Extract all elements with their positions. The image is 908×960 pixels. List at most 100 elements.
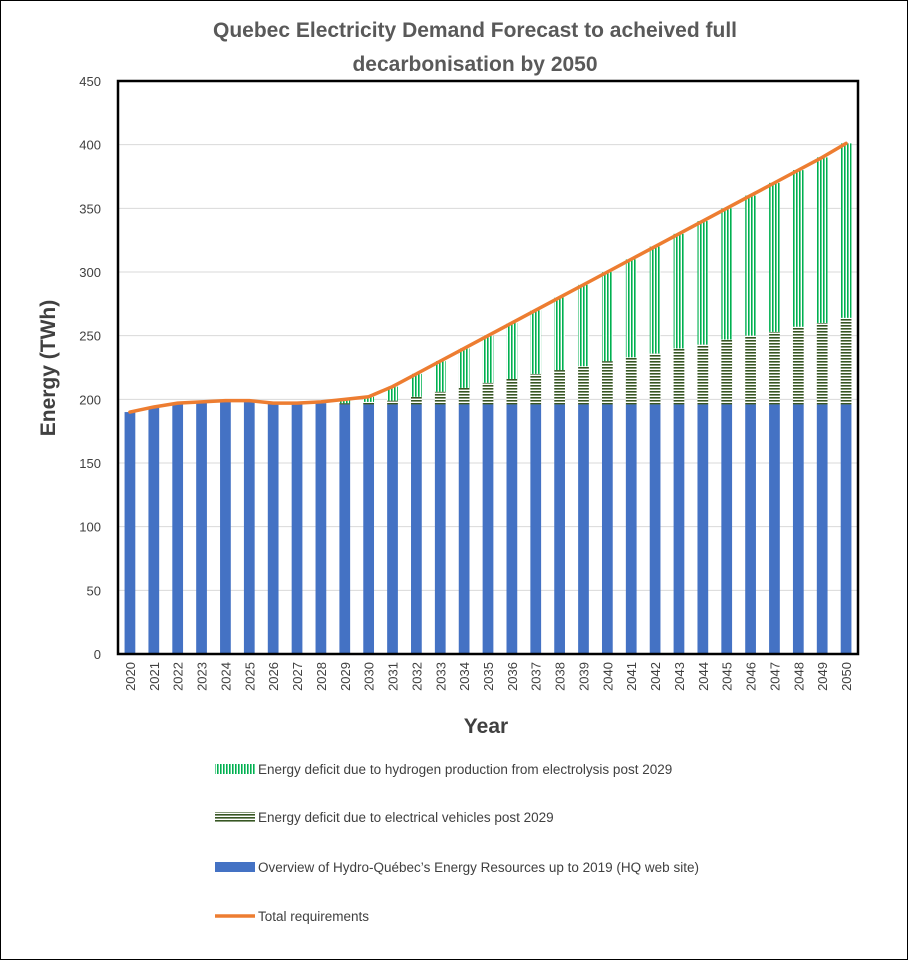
bar-2035-series-1 [482,382,494,405]
bar-2032-series-1 [411,396,422,405]
x-tick-2023: 2023 [195,662,210,691]
x-tick-2035: 2035 [481,662,496,691]
y-tick-labels: 0 50 100 150 200 250 300 350 400 450 [79,74,101,662]
bar-2049-series-2 [816,157,828,323]
bar-2028-series-0 [315,403,327,654]
bar-2046-series-0 [745,404,756,654]
x-tick-2028: 2028 [314,662,329,691]
bar-2033-series-1 [434,391,446,405]
y-tick-200: 200 [79,392,101,407]
bar-2050-series-0 [840,404,852,654]
y-tick-400: 400 [79,138,101,153]
bar-2026-series-0 [267,403,279,654]
x-tick-2040: 2040 [600,662,615,691]
bar-2033-series-2 [434,361,446,392]
x-tick-2031: 2031 [386,662,401,691]
y-tick-50: 50 [87,583,101,598]
legend-swatch-0 [215,862,255,872]
chart-title-line-1: Quebec Electricity Demand Forecast to ac… [213,19,737,42]
bar-2036-series-2 [506,322,518,379]
bar-2036-series-1 [506,378,518,405]
bar-2035-series-0 [482,404,494,654]
x-tick-2033: 2033 [433,662,448,691]
bar-2049-series-0 [816,404,828,654]
x-tick-2029: 2029 [338,662,353,691]
x-tick-2050: 2050 [839,662,854,691]
bar-2042-series-1 [649,353,661,405]
bar-2044-series-2 [697,221,709,345]
bar-2032-series-0 [411,404,422,654]
bar-2048-series-0 [792,404,804,654]
bar-2050-series-2 [840,143,852,318]
bars [124,143,852,654]
bar-2048-series-1 [792,326,804,405]
x-tick-2032: 2032 [409,662,424,691]
bar-2041-series-2 [625,259,637,358]
bar-2044-series-1 [697,344,709,405]
legend-swatch-1 [215,812,255,822]
legend-swatch-2 [215,764,255,774]
bar-2029-series-0 [339,404,351,654]
bar-2049-series-1 [816,322,828,405]
bar-2043-series-1 [673,348,685,405]
bar-2030-series-1 [363,401,375,405]
x-tick-2025: 2025 [242,662,257,691]
bar-2047-series-2 [769,182,780,332]
bar-2035-series-2 [482,335,494,383]
bar-2047-series-0 [769,404,780,654]
bar-2038-series-2 [554,297,565,371]
bar-2036-series-0 [506,404,518,654]
bar-2033-series-0 [434,404,446,654]
x-tick-2030: 2030 [362,662,377,691]
legend-label-1: Energy deficit due to electrical vehicle… [258,810,554,825]
x-tick-2036: 2036 [505,662,520,691]
bar-2022-series-0 [172,403,184,654]
bar-2050-series-1 [840,317,852,405]
bar-2039-series-2 [578,284,589,367]
bar-2034-series-0 [458,404,470,654]
bar-2044-series-0 [697,404,709,654]
x-tick-2048: 2048 [791,662,806,691]
x-tick-2026: 2026 [266,662,281,691]
x-tick-2047: 2047 [767,662,782,691]
bar-2027-series-0 [291,403,303,654]
x-tick-2024: 2024 [218,662,233,691]
x-tick-2049: 2049 [815,662,830,691]
bar-2042-series-2 [649,246,661,354]
x-tick-2043: 2043 [672,662,687,691]
bar-2031-series-0 [387,404,398,654]
bar-2046-series-2 [745,195,756,336]
chart-title-line-2: decarbonisation by 2050 [352,53,597,76]
bar-2043-series-2 [673,233,685,349]
x-tick-2045: 2045 [720,662,735,691]
x-tick-2020: 2020 [123,662,138,691]
y-tick-300: 300 [79,265,101,280]
bar-2042-series-0 [649,404,661,654]
bar-2029-series-2 [339,399,351,404]
x-tick-2022: 2022 [171,662,186,691]
bar-2040-series-1 [601,361,613,405]
x-tick-2038: 2038 [553,662,568,691]
bar-2045-series-2 [721,208,733,340]
bar-2032-series-2 [411,373,422,397]
bar-2041-series-0 [625,404,637,654]
bar-2043-series-0 [673,404,685,654]
y-tick-250: 250 [79,329,101,344]
bar-2038-series-1 [554,370,565,405]
x-tick-2037: 2037 [529,662,544,691]
bar-2039-series-0 [578,404,589,654]
bar-2034-series-2 [458,348,470,388]
bar-2045-series-1 [721,339,733,405]
bar-2040-series-0 [601,404,613,654]
bar-2031-series-2 [387,386,398,401]
y-tick-150: 150 [79,456,101,471]
bar-2048-series-2 [792,170,804,327]
bar-2041-series-1 [625,357,637,405]
bar-2024-series-0 [220,400,231,654]
bar-2040-series-2 [601,272,613,362]
y-tick-100: 100 [79,520,101,535]
bar-2037-series-0 [530,404,542,654]
bar-2020-series-0 [124,412,136,654]
